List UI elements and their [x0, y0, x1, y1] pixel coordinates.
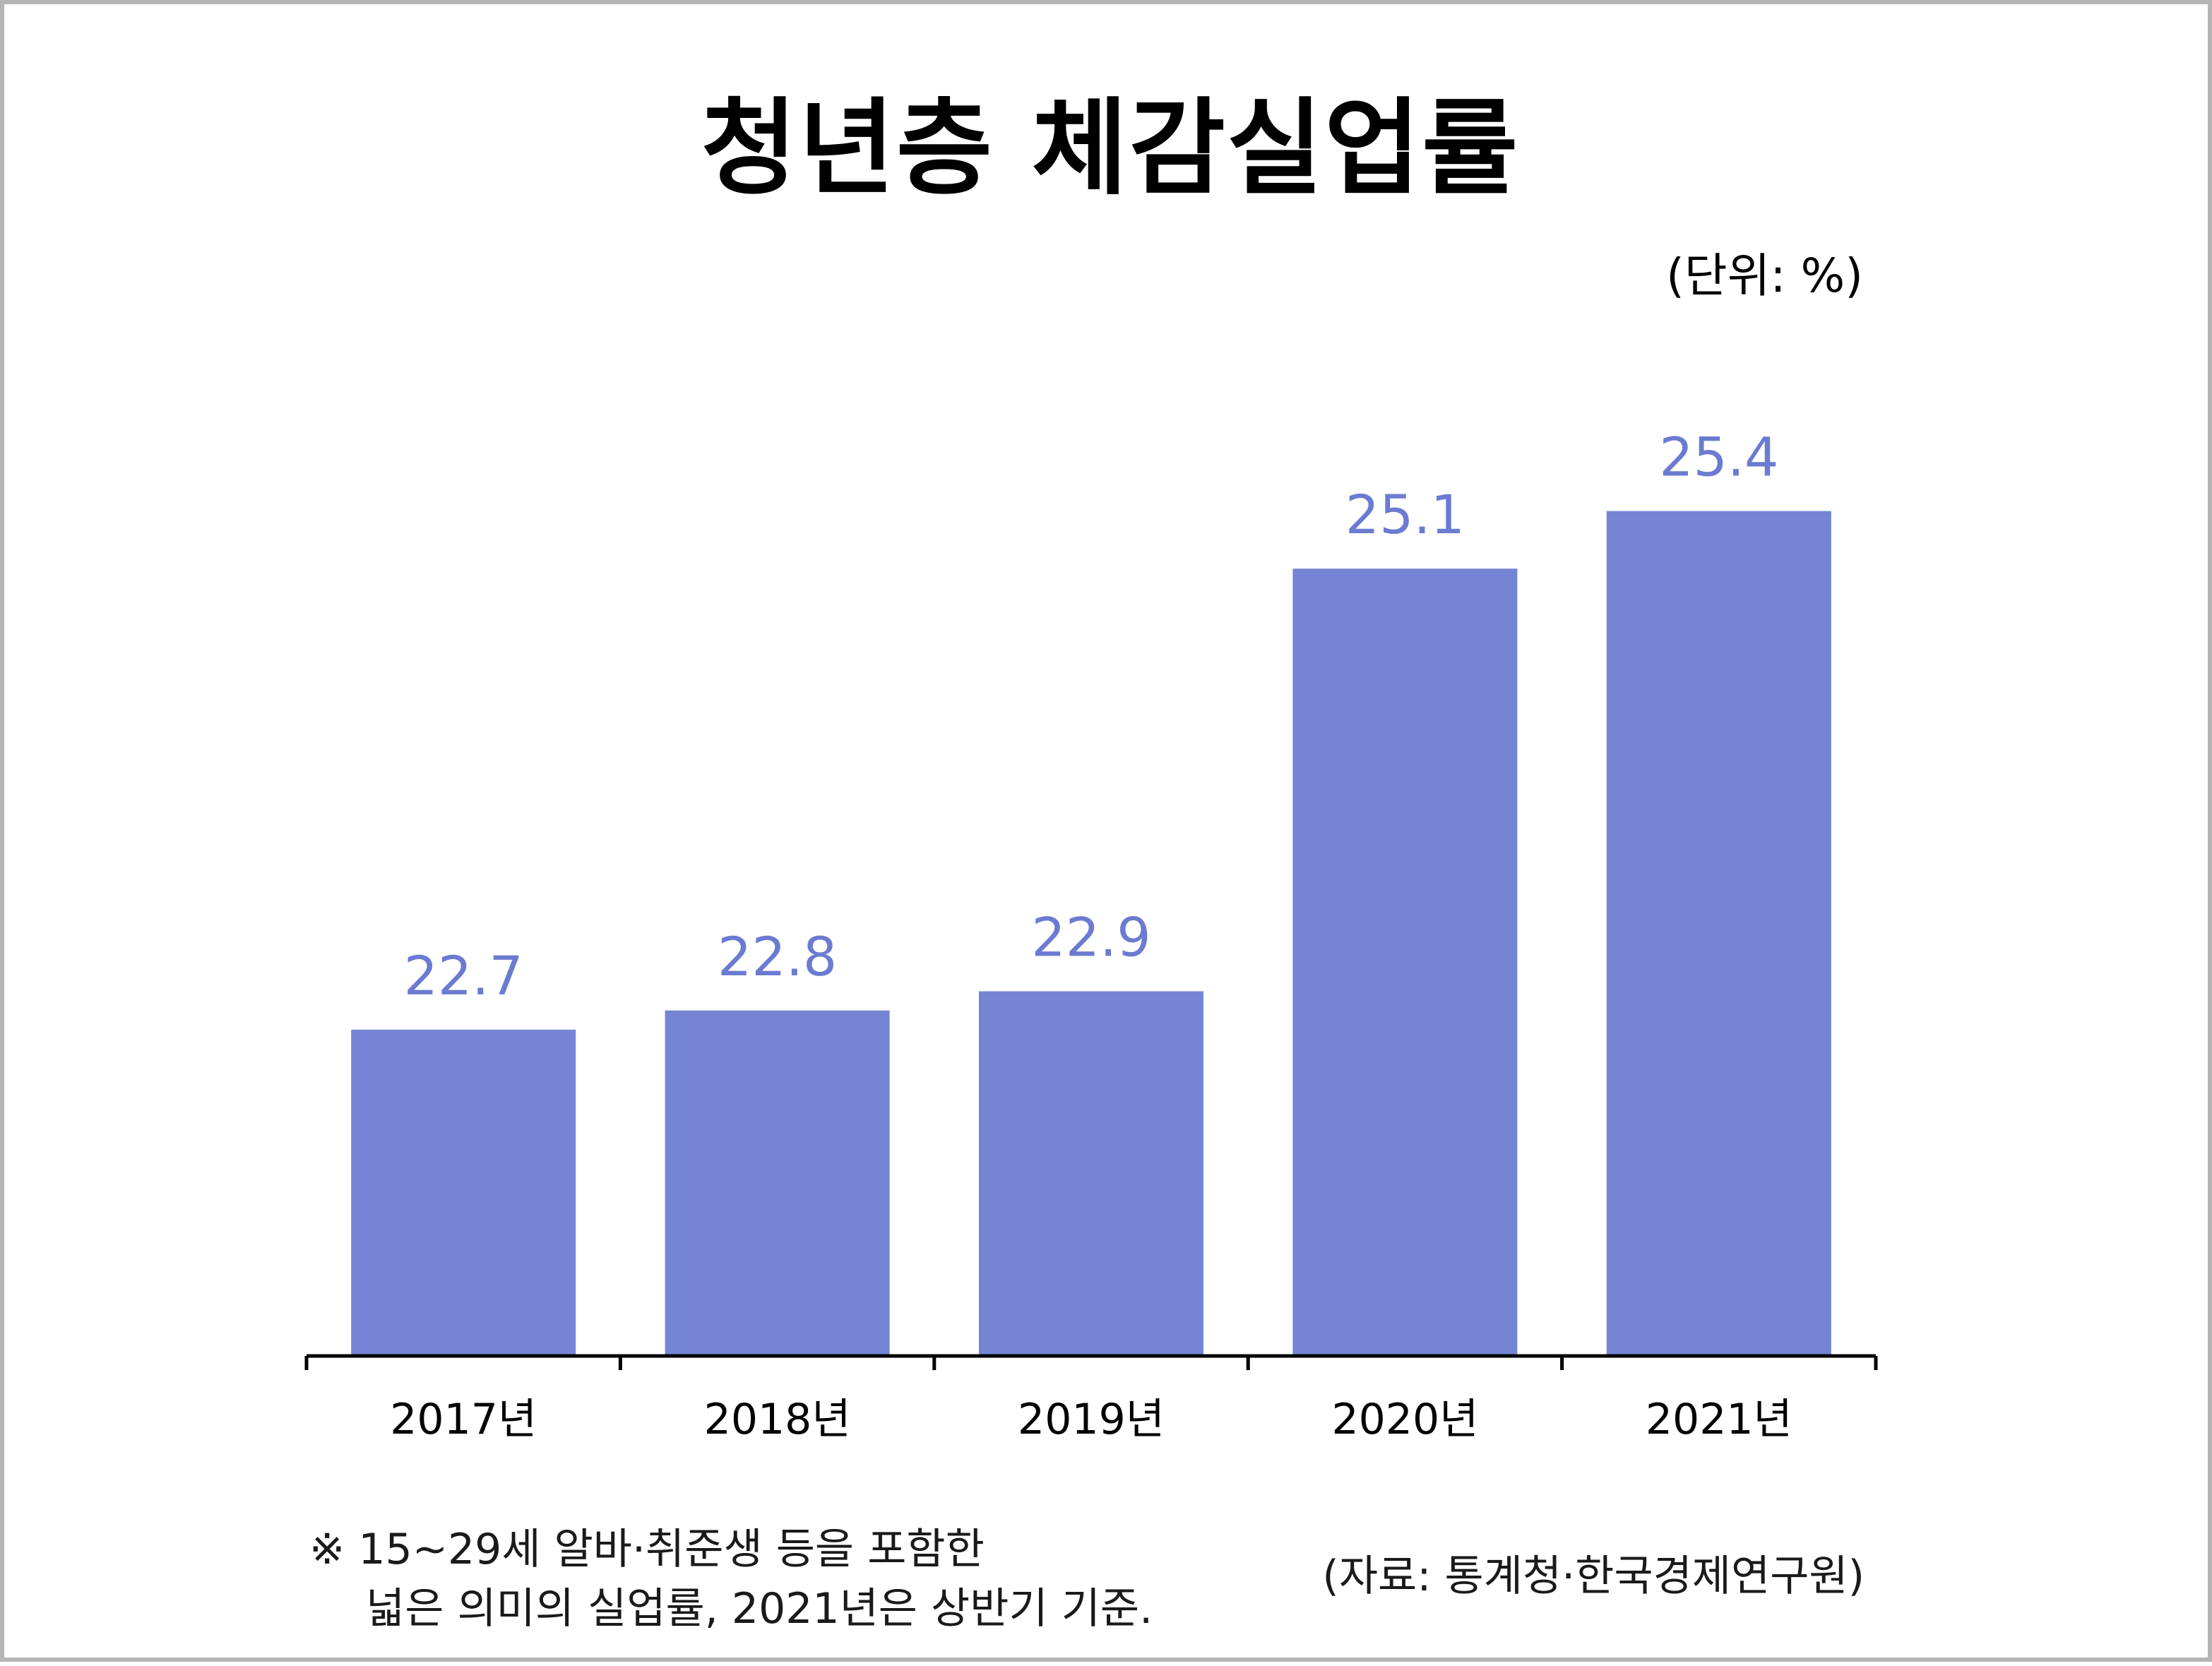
unit-label: (단위: %): [1666, 249, 1863, 303]
source-note: (자료: 통계청·한국경제연구원): [1322, 1552, 1865, 1601]
bar-4: [1606, 511, 1831, 1356]
data-label-4: 25.4: [1659, 426, 1778, 489]
chart-title: 청년층 체감실업률: [701, 88, 1520, 209]
bar-2: [979, 991, 1203, 1356]
bar-1: [665, 1010, 890, 1356]
x-tick-label-2: 2019년: [1018, 1395, 1165, 1444]
data-label-3: 25.1: [1345, 483, 1465, 546]
data-label-0: 22.7: [404, 944, 523, 1007]
footnote: ※ 15~29세 알바·취준생 등을 포함한 넓은 의미의 실업률, 2021년…: [309, 1520, 1153, 1638]
x-tick-label-1: 2018년: [704, 1395, 851, 1444]
x-tick-label-0: 2017년: [390, 1395, 537, 1444]
footnote-line-2: 넓은 의미의 실업률, 2021년은 상반기 기준.: [366, 1584, 1153, 1634]
data-label-1: 22.8: [718, 925, 837, 988]
x-tick-label-3: 2020년: [1331, 1395, 1478, 1444]
bar-chart: 22.7 2017년 22.8 2018년 22.9 2019년 25.1 2020년 25.4…: [304, 426, 1878, 1444]
x-tick-label-4: 2021년: [1646, 1395, 1792, 1444]
bar-3: [1292, 569, 1518, 1357]
data-label-2: 22.9: [1031, 906, 1150, 969]
bar-0: [351, 1030, 576, 1356]
footnote-line-1: ※ 15~29세 알바·취준생 등을 포함한: [309, 1525, 985, 1574]
